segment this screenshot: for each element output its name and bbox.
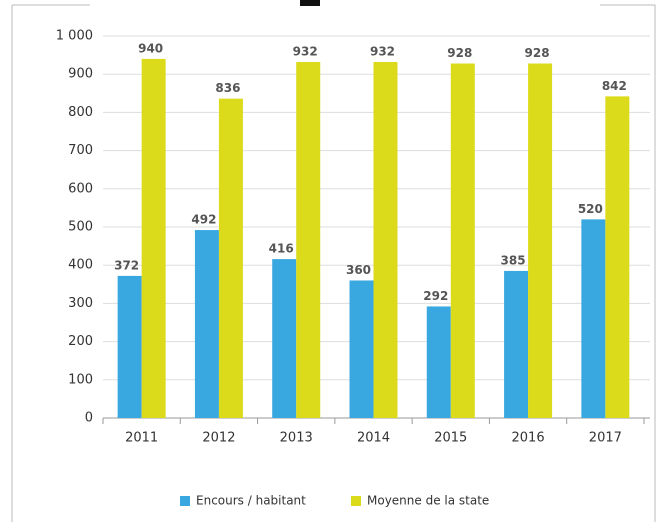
value-label: 492 — [191, 213, 216, 227]
legend-label: Moyenne de la state — [367, 494, 489, 508]
y-tick-label: 300 — [68, 296, 93, 311]
y-tick-label: 100 — [68, 372, 93, 387]
bar — [504, 270, 529, 418]
bar — [581, 219, 606, 418]
y-tick-label: 1 000 — [56, 29, 93, 44]
legend-swatch — [180, 496, 190, 506]
bar — [141, 58, 166, 419]
value-label: 836 — [215, 81, 240, 95]
bar — [296, 61, 321, 418]
x-tick-label: 2011 — [125, 431, 158, 446]
y-tick-label: 900 — [68, 67, 93, 82]
value-label: 928 — [525, 46, 550, 60]
value-label: 932 — [370, 44, 395, 58]
bar — [117, 275, 142, 418]
bar — [272, 259, 297, 418]
x-tick-label: 2017 — [589, 431, 622, 446]
bar — [194, 230, 219, 418]
bar — [450, 63, 475, 419]
value-label: 932 — [293, 44, 318, 58]
x-tick-label: 2013 — [280, 431, 313, 446]
value-label: 372 — [114, 258, 139, 272]
x-tick-label: 2012 — [202, 431, 235, 446]
value-label: 928 — [447, 46, 472, 60]
x-tick-label: 2015 — [434, 431, 467, 446]
y-tick-label: 500 — [68, 220, 93, 235]
y-tick-label: 400 — [68, 258, 93, 273]
value-label: 360 — [346, 263, 371, 277]
x-tick-label: 2014 — [357, 431, 390, 446]
bar — [218, 98, 243, 418]
bar — [426, 306, 451, 418]
value-label: 520 — [578, 202, 603, 216]
y-tick-label: 600 — [68, 181, 93, 196]
value-label: 842 — [602, 79, 627, 93]
legend-label: Encours / habitant — [196, 494, 306, 508]
bar — [349, 280, 374, 418]
bar — [605, 96, 630, 418]
bar — [373, 61, 398, 418]
legend-swatch — [351, 496, 361, 506]
title-fragment — [300, 0, 320, 6]
y-tick-label: 0 — [85, 411, 93, 426]
value-label: 385 — [501, 253, 526, 267]
bar — [528, 63, 553, 419]
value-label: 292 — [423, 289, 448, 303]
y-tick-label: 700 — [68, 143, 93, 158]
frame — [11, 4, 656, 522]
x-tick-label: 2016 — [512, 431, 545, 446]
y-tick-label: 800 — [68, 105, 93, 120]
value-label: 416 — [269, 242, 294, 256]
value-label: 940 — [138, 41, 163, 55]
y-tick-label: 200 — [68, 334, 93, 349]
